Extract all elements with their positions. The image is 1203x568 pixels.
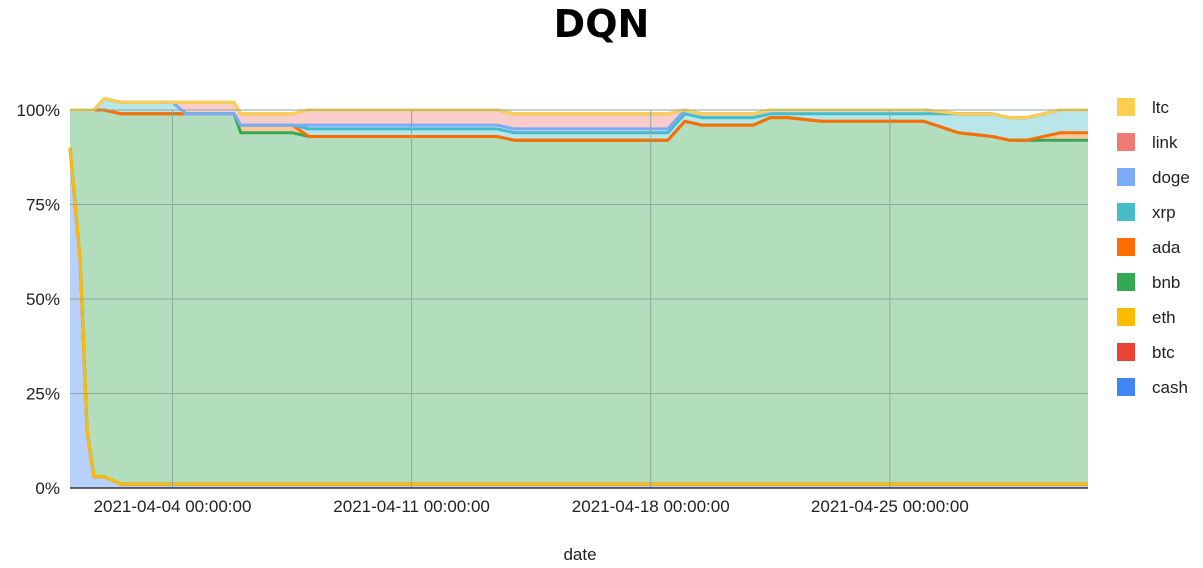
legend-swatch-eth [1117, 308, 1135, 326]
line-eth [68, 147, 1088, 486]
x-tick-label: 2021-04-25 00:00:00 [811, 497, 969, 516]
legend-swatch-xrp [1117, 203, 1135, 221]
x-tick-label: 2021-04-04 00:00:00 [94, 497, 252, 516]
legend-swatch-bnb [1117, 273, 1135, 291]
legend-swatch-btc [1117, 343, 1135, 361]
y-tick-label: 0% [35, 479, 60, 498]
y-tick-label: 50% [26, 290, 60, 309]
legend-label-ada: ada [1152, 238, 1181, 257]
area-bnb [70, 110, 1088, 485]
x-tick-label: 2021-04-11 00:00:00 [333, 497, 490, 516]
legend-swatch-cash [1117, 378, 1135, 396]
legend-label-xrp: xrp [1152, 203, 1176, 222]
legend-label-btc: btc [1152, 343, 1175, 362]
x-axis-ticks: 2021-04-04 00:00:00 2021-04-11 00:00:00 20… [94, 497, 969, 516]
legend-swatch-ada [1117, 238, 1135, 256]
legend-swatch-doge [1117, 168, 1135, 186]
area-layers [70, 98, 1088, 489]
x-tick-label: 2021-04-18 00:00:00 [572, 497, 730, 516]
chart-title: DQN [553, 2, 650, 46]
y-tick-label: 25% [26, 385, 60, 404]
legend-label-link: link [1152, 133, 1178, 152]
legend-label-ltc: ltc [1152, 98, 1170, 117]
y-tick-label: 75% [26, 196, 60, 215]
y-tick-label: 100% [17, 101, 60, 120]
legend-swatch-link [1117, 133, 1135, 151]
grid-lines [70, 109, 1088, 489]
area-link [70, 98, 1088, 129]
legend-swatch-ltc [1117, 98, 1135, 116]
legend-label-cash: cash [1152, 378, 1188, 397]
x-axis-label: date [563, 545, 596, 564]
legend-label-eth: eth [1152, 308, 1176, 327]
legend-label-doge: doge [1152, 168, 1190, 187]
legend-label-bnb: bnb [1152, 273, 1180, 292]
legend: ltc link doge xrp ada bnb eth btc cash [1117, 98, 1190, 397]
y-axis-ticks: 0% 25% 50% 75% 100% [17, 101, 60, 498]
